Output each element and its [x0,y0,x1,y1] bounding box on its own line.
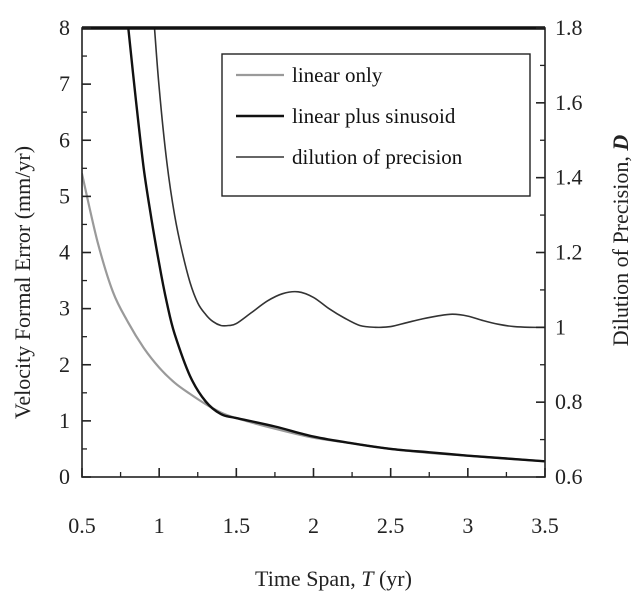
y-tick-label: 8 [59,15,70,40]
y2-axis-title-part: Dilution of Precision, [608,151,633,347]
y2-axis-title-part: D [608,135,633,152]
y-tick-label: 1 [59,408,70,433]
x-tick-label: 3.5 [531,513,559,538]
y-tick-label: 7 [59,71,70,96]
x-tick-label: 3 [462,513,473,538]
x-axis-title-part: Time Span, [255,566,361,591]
x-tick-label: 2.5 [377,513,405,538]
y-tick-label: 3 [59,296,70,321]
x-tick-label: 0.5 [68,513,96,538]
y-axis-title: Velocity Formal Error (mm/yr) [10,146,35,419]
series-lines [82,28,545,463]
y2-tick-label: 1.4 [555,165,583,190]
y-tick-label: 4 [59,240,70,265]
y2-tick-label: 1.6 [555,90,583,115]
x-axis-title-part: (yr) [373,566,411,591]
y2-tick-label: 1 [555,314,566,339]
y2-tick-label: 1.8 [555,15,583,40]
y2-axis-title: Dilution of Precision, D [608,135,633,347]
x-axis-title-part: T [361,566,375,591]
y-tick-label: 2 [59,352,70,377]
y2-tick-label: 1.2 [555,240,583,265]
legend-label: linear plus sinusoid [292,104,456,128]
y-tick-label: 5 [59,183,70,208]
axes [81,26,546,478]
x-tick-label: 1 [154,513,165,538]
y2-tick-label: 0.6 [555,464,583,489]
series-line-linear-plus-sinusoid [127,28,545,463]
legend: linear only linear plus sinusoid dilution … [221,53,531,197]
y2-tick-label: 0.8 [555,389,583,414]
x-tick-label: 2 [308,513,319,538]
legend-label: dilution of precision [292,145,463,169]
x-tick-label: 1.5 [223,513,251,538]
y-tick-label: 0 [59,464,70,489]
legend-box [221,53,531,197]
y-tick-label: 6 [59,127,70,152]
x-axis-title: Time Span, T (yr) [255,566,412,591]
series-line-dilution-of-precision [153,28,545,329]
axis-labels: 0 1 2 3 4 5 6 7 8 0.6 0.8 1 1.2 1.4 1.6 1.8 0.5 1 1.5 2 2.5 3… [10,15,633,591]
legend-label: linear only [292,63,383,87]
